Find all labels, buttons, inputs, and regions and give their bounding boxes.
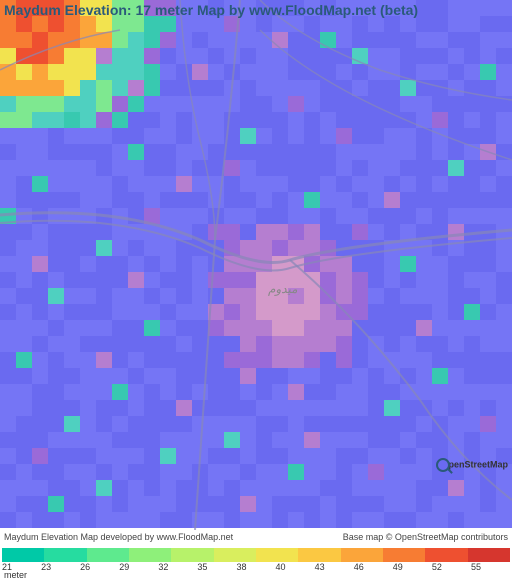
legend-segment	[129, 548, 171, 562]
legend-segment	[256, 548, 298, 562]
footer-credits: Maydum Elevation Map developed by www.Fl…	[0, 530, 512, 542]
legend-segment	[468, 548, 510, 562]
legend-value: 29	[119, 562, 158, 572]
legend-value: 23	[41, 562, 80, 572]
legend-value: 52	[432, 562, 471, 572]
legend-labels: 21232629323538404346495255	[2, 562, 510, 572]
legend-value: 43	[315, 562, 354, 572]
legend-value: 32	[158, 562, 197, 572]
legend-segment	[214, 548, 256, 562]
legend-segment	[425, 548, 467, 562]
legend-value: 40	[276, 562, 315, 572]
legend-unit: meter	[4, 570, 27, 580]
osm-brand-text: penStreetMap	[448, 459, 508, 469]
legend-segment	[383, 548, 425, 562]
legend-segment	[2, 548, 44, 562]
legend-bar	[2, 548, 510, 562]
map-title: Maydum Elevation: 17 meter Map by www.Fl…	[4, 2, 418, 18]
legend-segment	[87, 548, 129, 562]
credit-left: Maydum Elevation Map developed by www.Fl…	[4, 532, 233, 542]
elevation-legend: 21232629323538404346495255	[0, 548, 512, 568]
osm-logo: penStreetMap	[436, 458, 508, 472]
legend-segment	[44, 548, 86, 562]
search-icon	[436, 458, 450, 472]
legend-segment	[171, 548, 213, 562]
legend-value: 49	[393, 562, 432, 572]
map-container: Maydum Elevation: 17 meter Map by www.Fl…	[0, 0, 512, 582]
footer: Maydum Elevation Map developed by www.Fl…	[0, 530, 512, 582]
legend-value: 26	[80, 562, 119, 572]
elevation-map: ميدوم penStreetMap	[0, 0, 512, 530]
legend-segment	[341, 548, 383, 562]
heatmap-grid	[0, 0, 512, 528]
legend-value: 35	[197, 562, 236, 572]
legend-value: 38	[236, 562, 275, 572]
legend-value: 46	[354, 562, 393, 572]
credit-right: Base map © OpenStreetMap contributors	[343, 532, 508, 542]
legend-segment	[298, 548, 340, 562]
legend-value: 55	[471, 562, 510, 572]
